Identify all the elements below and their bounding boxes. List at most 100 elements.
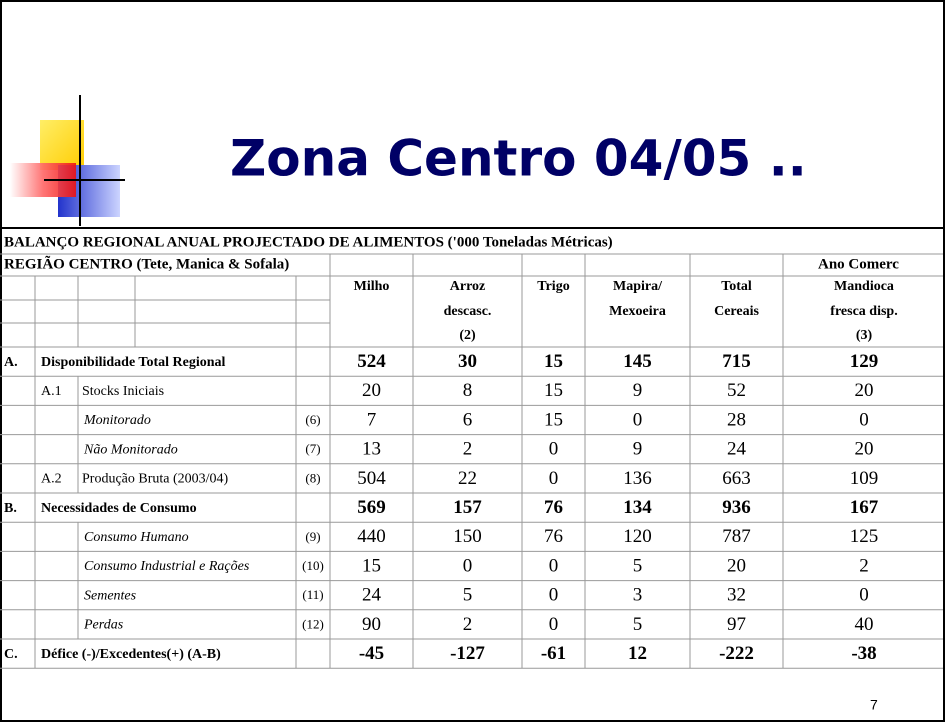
cell-value: 167 bbox=[850, 497, 879, 518]
cell-value: 6 bbox=[463, 409, 473, 430]
table-subheading: REGIÃO CENTRO (Tete, Manica & Sofala) bbox=[4, 254, 289, 272]
cell-value: 5 bbox=[633, 555, 643, 576]
cell-value: 663 bbox=[722, 468, 751, 489]
cell-value: -222 bbox=[719, 643, 754, 664]
cell-value: 569 bbox=[357, 497, 386, 518]
cell-value: 15 bbox=[544, 409, 563, 430]
cell-value: -127 bbox=[450, 643, 485, 664]
table: BALANÇO REGIONAL ANUAL PROJECTADO DE ALI… bbox=[0, 234, 945, 668]
row-label: Consumo Humano bbox=[84, 530, 189, 545]
cell-value: 20 bbox=[855, 439, 874, 460]
cell-value: 15 bbox=[544, 380, 563, 401]
row-note: (11) bbox=[302, 587, 323, 602]
cell-value: 0 bbox=[633, 409, 643, 430]
row-label: Disponibilidade Total Regional bbox=[41, 355, 226, 370]
row-note: (8) bbox=[305, 470, 320, 485]
cell-value: 0 bbox=[463, 555, 473, 576]
row-note: (6) bbox=[305, 412, 320, 427]
slide-title: Zona Centro 04/05 .. bbox=[230, 130, 807, 188]
row-label: Défice (-)/Excedentes(+) (A-B) bbox=[41, 647, 221, 662]
cell-value: 76 bbox=[544, 526, 563, 547]
cell-value: 2 bbox=[463, 614, 473, 635]
cell-value: 2 bbox=[463, 439, 473, 460]
cell-value: 134 bbox=[623, 497, 652, 518]
cell-value: 0 bbox=[549, 555, 559, 576]
cell-value: 524 bbox=[357, 351, 386, 372]
row-subcode: A.1 bbox=[41, 384, 62, 399]
row-label: Não Monitorado bbox=[83, 442, 178, 457]
column-header: Mandioca bbox=[834, 279, 894, 294]
cell-value: 28 bbox=[727, 409, 746, 430]
cell-value: 2 bbox=[859, 555, 869, 576]
cell-value: 9 bbox=[633, 380, 643, 401]
row-label: Stocks Iniciais bbox=[82, 384, 164, 399]
column-header: (2) bbox=[459, 328, 476, 343]
cell-value: 20 bbox=[362, 380, 381, 401]
cell-value: -38 bbox=[851, 643, 876, 664]
column-header: Mapira/ bbox=[613, 279, 663, 294]
cell-value: 9 bbox=[633, 439, 643, 460]
column-header: fresca disp. bbox=[830, 304, 897, 319]
cell-value: 3 bbox=[633, 585, 643, 606]
row-subcode: A.2 bbox=[41, 472, 62, 487]
row-note: (7) bbox=[305, 441, 320, 456]
row-label: Perdas bbox=[83, 618, 124, 633]
cell-value: 97 bbox=[727, 614, 746, 635]
cell-value: 8 bbox=[463, 380, 473, 401]
column-header: Cereais bbox=[714, 304, 759, 319]
row-note: (12) bbox=[302, 616, 324, 631]
cell-value: 13 bbox=[362, 439, 381, 460]
row-code: B. bbox=[4, 501, 17, 516]
column-header: Milho bbox=[354, 279, 390, 294]
cell-value: 15 bbox=[362, 555, 381, 576]
row-label: Produção Bruta (2003/04) bbox=[82, 472, 229, 487]
cell-value: 40 bbox=[855, 614, 874, 635]
cell-value: 145 bbox=[623, 351, 652, 372]
cell-value: 787 bbox=[722, 526, 751, 547]
cell-value: 90 bbox=[362, 614, 381, 635]
cell-value: 30 bbox=[458, 351, 477, 372]
decoration bbox=[10, 95, 125, 226]
cell-value: 20 bbox=[727, 555, 746, 576]
period-label: Ano Comerc bbox=[818, 256, 899, 272]
cell-value: 136 bbox=[623, 468, 652, 489]
cell-value: 0 bbox=[549, 585, 559, 606]
row-note: (9) bbox=[305, 529, 320, 544]
column-header: Mexoeira bbox=[609, 304, 666, 319]
cell-value: 440 bbox=[357, 526, 386, 547]
cell-value: 5 bbox=[633, 614, 643, 635]
cell-value: 109 bbox=[850, 468, 879, 489]
cell-value: 76 bbox=[544, 497, 563, 518]
cell-value: 0 bbox=[859, 409, 869, 430]
cell-value: 12 bbox=[628, 643, 647, 664]
cell-value: 129 bbox=[850, 351, 879, 372]
column-header: descasc. bbox=[444, 304, 492, 319]
column-header: Trigo bbox=[537, 279, 569, 294]
cell-value: 157 bbox=[453, 497, 482, 518]
cell-value: 125 bbox=[850, 526, 879, 547]
cell-value: 504 bbox=[357, 468, 386, 489]
column-header: (3) bbox=[856, 328, 873, 343]
row-code: C. bbox=[4, 647, 18, 662]
cell-value: 150 bbox=[453, 526, 482, 547]
cell-value: 0 bbox=[549, 614, 559, 635]
column-header: Total bbox=[721, 279, 752, 294]
row-label: Necessidades de Consumo bbox=[41, 501, 197, 516]
page-number: 7 bbox=[870, 697, 878, 713]
cell-value: 0 bbox=[859, 585, 869, 606]
cell-value: 15 bbox=[544, 351, 563, 372]
cell-value: 52 bbox=[727, 380, 746, 401]
cell-value: 0 bbox=[549, 439, 559, 460]
table-heading: BALANÇO REGIONAL ANUAL PROJECTADO DE ALI… bbox=[4, 234, 613, 250]
column-header: Arroz bbox=[450, 279, 486, 294]
cell-value: -61 bbox=[541, 643, 566, 664]
cell-value: 120 bbox=[623, 526, 652, 547]
row-label: Sementes bbox=[84, 588, 137, 603]
cell-value: 20 bbox=[855, 380, 874, 401]
row-label: Consumo Industrial e Rações bbox=[84, 559, 250, 574]
cell-value: 22 bbox=[458, 468, 477, 489]
cell-value: 936 bbox=[722, 497, 751, 518]
cell-value: 7 bbox=[367, 409, 377, 430]
cell-value: -45 bbox=[359, 643, 384, 664]
slide: Zona Centro 04/05 .. BALANÇO REGIONAL AN… bbox=[0, 0, 945, 722]
